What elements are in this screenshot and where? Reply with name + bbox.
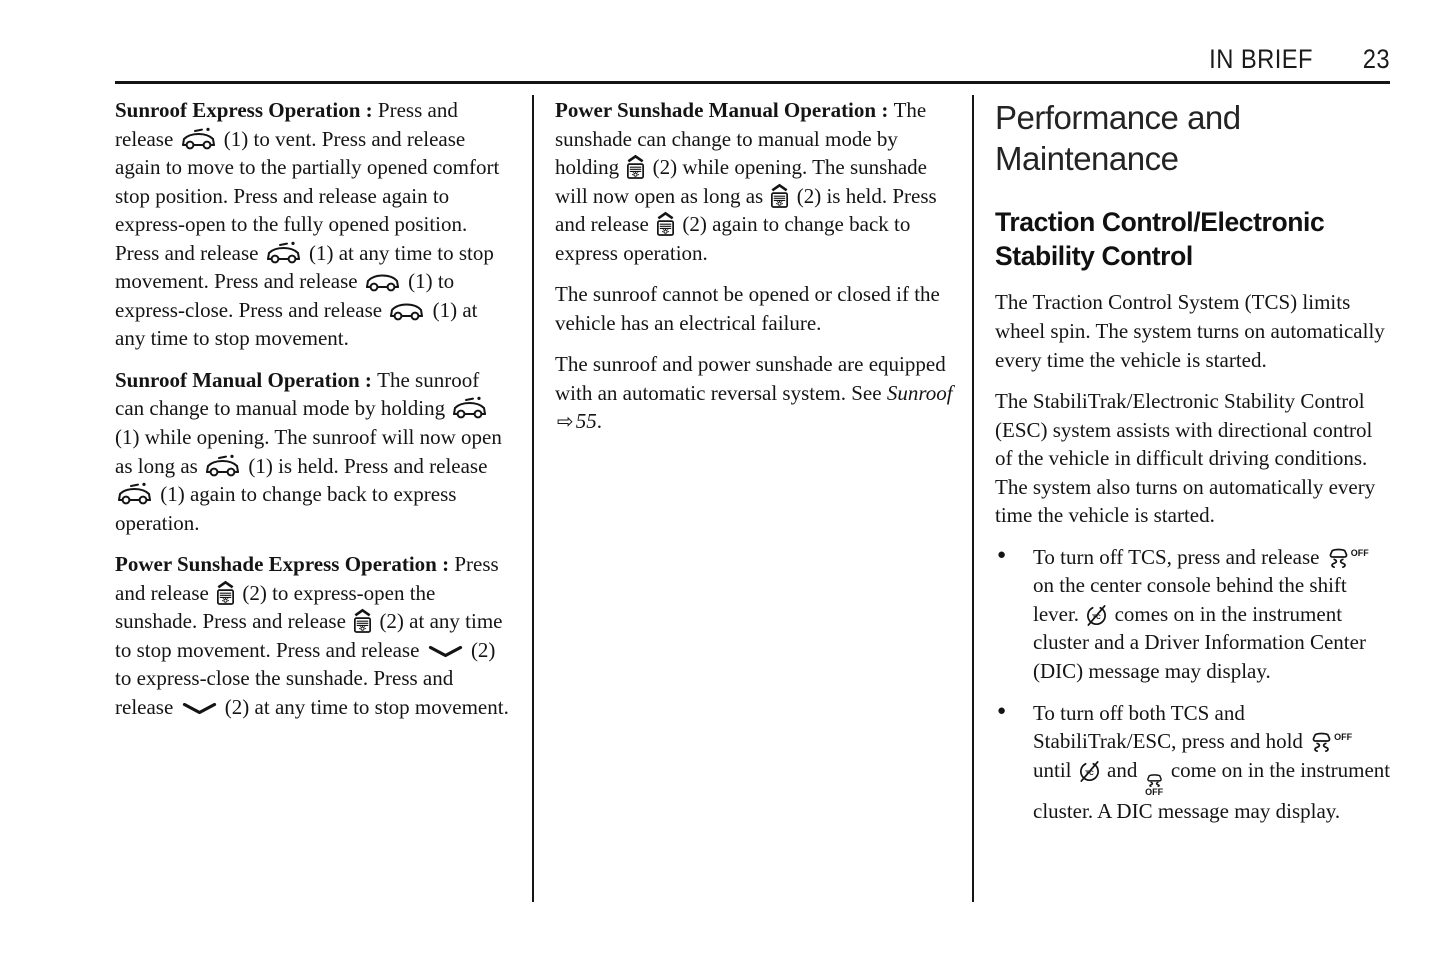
text-run: To turn off both TCS and StabiliTrak/ESC…	[1033, 700, 1309, 754]
paragraph: Sunroof Express Operation : Press and re…	[115, 96, 513, 353]
text-run: The sunroof and power sunshade are equip…	[555, 352, 946, 405]
list-item: ● To turn off TCS, press and release OFF …	[995, 543, 1393, 686]
text-run: (1) at any time to stop movement. Press …	[115, 240, 494, 294]
traction-off-icon: OFF	[1326, 547, 1369, 569]
column-right: Performance and Maintenance Traction Cont…	[995, 96, 1393, 838]
arrow-right-icon: ⇨	[557, 409, 574, 434]
text-run: To turn off TCS, press and release	[1033, 544, 1325, 569]
section-title: IN BRIEF	[1209, 44, 1313, 74]
paragraph: The sunroof and power sunshade are equip…	[555, 350, 953, 436]
text-run: The Traction Control System (TCS) limits…	[995, 290, 1385, 372]
chevron-down-icon	[428, 645, 463, 658]
text-run: (1) again to change back to express oper…	[115, 482, 457, 535]
text-run: Press and release	[115, 98, 458, 151]
text-run: (2) while opening. The sunshade will now…	[555, 155, 927, 208]
bullet-icon: ●	[997, 702, 1007, 719]
text-run: The StabiliTrak/Electronic Stability Con…	[995, 389, 1376, 528]
text-run: .	[596, 409, 603, 434]
sunroof-vent-icon	[180, 127, 218, 150]
sunshade-icon	[769, 183, 790, 210]
bullet-list: ● To turn off TCS, press and release OFF …	[995, 543, 1393, 825]
italic-run: 55	[575, 409, 597, 434]
bold-run: Sunroof Manual Operation :	[115, 367, 378, 392]
text-run: (1) to vent. Press and release again to …	[115, 126, 500, 265]
sunroof-vent-icon	[204, 454, 242, 477]
text-run: (1) while opening. The sunroof will now …	[115, 425, 502, 478]
text-run: (2) to express-close the sunshade. Press…	[115, 637, 496, 719]
paragraph: The Traction Control System (TCS) limits…	[995, 288, 1393, 374]
column-left: Sunroof Express Operation : Press and re…	[115, 96, 513, 734]
text-run: The sunroof can change to manual mode by…	[115, 367, 480, 421]
text-run: (2) at any time to stop movement.	[219, 694, 509, 719]
bold-run: Power Sunshade Manual Operation :	[555, 98, 894, 122]
page-header: IN BRIEF 23	[1195, 44, 1390, 75]
text-run: (1) is held. Press and release	[243, 453, 488, 478]
text-run: (2) to express-open the sunshade. Press …	[115, 580, 436, 634]
text-run: until	[1033, 757, 1077, 782]
text-run: comes on in the instrument cluster and a…	[1033, 601, 1366, 683]
sunroof-vent-icon	[451, 396, 489, 419]
sunroof-vent-icon	[116, 482, 154, 505]
text-run: (2) again to change back to express oper…	[555, 212, 911, 265]
section-heading: Performance and Maintenance	[995, 99, 1241, 177]
esc-off-icon: OFF	[1144, 773, 1165, 797]
sunroof-vent-icon	[265, 241, 303, 264]
paragraph: The StabiliTrak/Electronic Stability Con…	[995, 387, 1393, 530]
traction-off-icon: OFF	[1309, 731, 1352, 753]
text-run: come on in the instrument cluster. A DIC…	[1033, 757, 1391, 823]
tc-light-icon: TC	[1078, 760, 1101, 783]
bold-run: Power Sunshade Express Operation :	[115, 552, 455, 577]
page-number: 23	[1362, 44, 1390, 74]
topic-heading: Traction Control/Electronic Stability Co…	[995, 207, 1325, 271]
sunshade-icon	[215, 580, 236, 607]
bold-run: Sunroof Express Operation :	[115, 98, 378, 122]
tc-light-icon: TC	[1085, 604, 1108, 627]
header-rule	[115, 81, 1390, 84]
chevron-down-icon	[182, 702, 217, 715]
svg-text:TC: TC	[1092, 614, 1101, 621]
text-run: (1) to express-close. Press and release	[115, 269, 455, 322]
text-run: The sunshade can change to manual mode b…	[555, 98, 927, 180]
text-run: The sunroof cannot be opened or closed i…	[555, 282, 940, 335]
paragraph: Power Sunshade Manual Operation : The su…	[555, 96, 953, 267]
column-middle: Power Sunshade Manual Operation : The su…	[555, 96, 953, 449]
sunshade-icon	[352, 608, 373, 635]
sunroof-close-icon	[388, 298, 426, 321]
sunshade-icon	[655, 211, 676, 238]
text-run: Press and release	[115, 552, 499, 605]
text-run: and	[1101, 757, 1143, 782]
text-run: (1) at any time to stop movement.	[115, 297, 478, 351]
italic-run: Sunroof	[886, 380, 953, 405]
text-run: on the center console behind the shift l…	[1033, 573, 1347, 626]
list-item: ● To turn off both TCS and StabiliTrak/ES…	[995, 699, 1393, 826]
sunroof-close-icon	[364, 269, 402, 292]
paragraph: Power Sunshade Express Operation : Press…	[115, 550, 513, 721]
sunshade-icon	[625, 154, 646, 181]
paragraph: Sunroof Manual Operation : The sunroof c…	[115, 366, 513, 537]
text-run: (2) is held. Press and release	[555, 183, 937, 237]
svg-text:TC: TC	[1085, 770, 1094, 777]
column-divider-1	[532, 95, 534, 902]
paragraph: The sunroof cannot be opened or closed i…	[555, 280, 953, 337]
column-divider-2	[972, 95, 974, 902]
text-run: (2) at any time to stop movement. Press …	[115, 609, 503, 662]
bullet-icon: ●	[997, 546, 1007, 563]
